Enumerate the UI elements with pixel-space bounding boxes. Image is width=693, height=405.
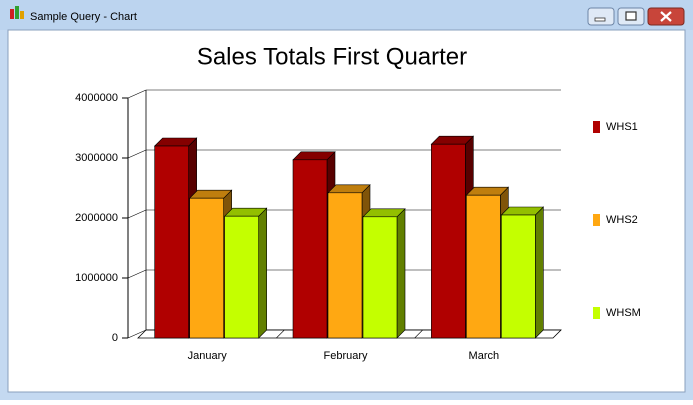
x-tick-label: January xyxy=(188,350,228,362)
grid-line xyxy=(127,149,147,159)
chart-title: Sales Totals First Quarter xyxy=(197,43,467,70)
y-tick-label: 2000000 xyxy=(75,212,118,224)
y-tick-label: 4000000 xyxy=(75,92,118,104)
minimize-icon xyxy=(594,17,606,22)
x-tick-label: February xyxy=(323,350,368,362)
bar xyxy=(327,192,363,339)
y-tick-label: 0 xyxy=(112,332,118,344)
y-tick-label: 1000000 xyxy=(75,272,118,284)
category-divider xyxy=(276,329,285,339)
app-icon xyxy=(10,9,14,19)
title-bar xyxy=(0,0,693,30)
legend-swatch xyxy=(593,214,600,226)
close-icon xyxy=(660,11,672,22)
grid-line xyxy=(127,209,147,219)
bar-side xyxy=(258,207,267,339)
legend-label: WHS2 xyxy=(606,214,638,226)
legend-label: WHS1 xyxy=(606,121,638,133)
bar-side xyxy=(396,208,406,339)
grid-line xyxy=(127,329,147,339)
bar xyxy=(431,143,466,339)
bar xyxy=(501,214,536,339)
bar xyxy=(362,216,398,339)
bar xyxy=(292,159,328,339)
minimize-button[interactable] xyxy=(587,7,615,26)
app-icon xyxy=(15,6,19,19)
legend-swatch xyxy=(593,307,600,319)
bar xyxy=(189,197,224,339)
bar xyxy=(154,145,189,339)
x-tick-label: March xyxy=(469,350,500,362)
grid-line xyxy=(127,269,147,279)
category-divider xyxy=(414,329,423,339)
grid-line xyxy=(127,89,147,99)
legend-label: WHSM xyxy=(606,307,641,319)
bar xyxy=(466,194,501,339)
bar xyxy=(224,215,259,339)
y-tick-label: 3000000 xyxy=(75,152,118,164)
window-title: Sample Query - Chart xyxy=(30,11,137,23)
app-icon xyxy=(20,11,24,19)
maximize-icon xyxy=(625,11,637,21)
bar-side xyxy=(535,206,544,339)
legend-swatch xyxy=(593,121,600,133)
